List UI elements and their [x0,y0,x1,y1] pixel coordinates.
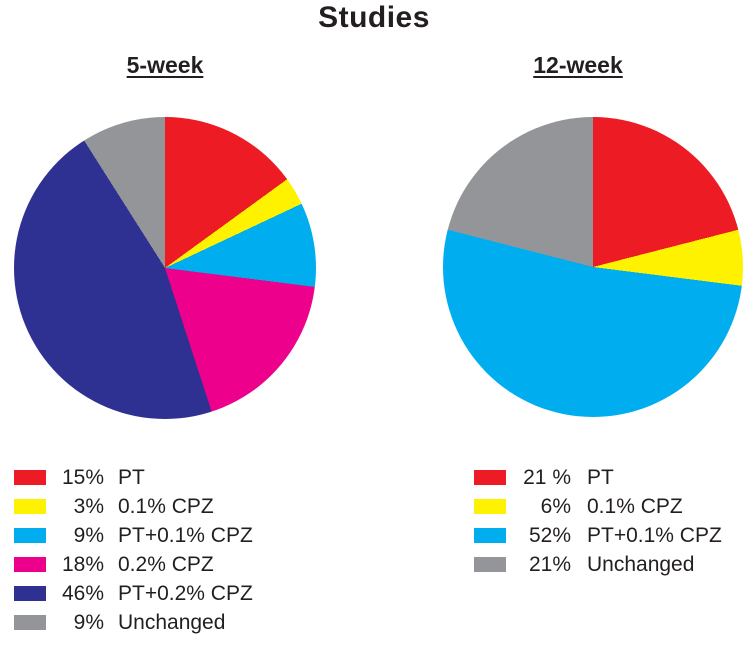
pie-title-12-week: 12-week [533,52,623,78]
legend-color-swatch [14,586,46,601]
legend-percent: 46% [61,582,104,605]
legend-label: Unchanged [118,611,226,634]
legend-color-swatch [14,615,46,630]
legend-row: 6% 0.1% CPZ [474,492,722,521]
legend-12-week: 21 % PT 6% 0.1% CPZ 52% PT+0.1% CPZ 21% Unchang… [474,463,722,579]
pie-chart-5-week [14,117,316,419]
legend-row: 21% Unchanged [474,550,722,579]
legend-percent: 6% [540,495,571,518]
legend-percent: 3% [73,495,104,518]
legend-color-swatch [474,499,506,514]
legend-label: PT+0.1% CPZ [118,524,253,547]
legend-label: 0.2% CPZ [118,553,214,576]
legend-percent: 21% [528,553,571,576]
legend-label: PT [587,466,614,489]
legend-5-week: 15% PT 3% 0.1% CPZ 9% PT+0.1% CPZ 18% 0.2% CPZ 4… [14,463,253,637]
legend-label: PT+0.2% CPZ [118,582,253,605]
legend-label: Unchanged [587,553,695,576]
figure-title: Studies [318,1,430,34]
legend-label: PT [118,466,145,489]
pie-chart-12-week [443,117,743,417]
legend-color-swatch [14,557,46,572]
legend-color-swatch [14,470,46,485]
legend-percent: 9% [73,524,104,547]
legend-row: 18% 0.2% CPZ [14,550,253,579]
legend-color-swatch [14,499,46,514]
legend-color-swatch [474,528,506,543]
legend-row: 15% PT [14,463,253,492]
legend-row: 9% PT+0.1% CPZ [14,521,253,550]
legend-row: 9% Unchanged [14,608,253,637]
legend-label: 0.1% CPZ [587,495,683,518]
legend-row: 3% 0.1% CPZ [14,492,253,521]
legend-row: 46% PT+0.2% CPZ [14,579,253,608]
legend-color-swatch [474,470,506,485]
legend-label: PT+0.1% CPZ [587,524,722,547]
legend-row: 52% PT+0.1% CPZ [474,521,722,550]
legend-percent: 21 % [523,466,571,489]
legend-color-swatch [14,528,46,543]
legend-label: 0.1% CPZ [118,495,214,518]
legend-percent: 18% [61,553,104,576]
legend-percent: 9% [73,611,104,634]
legend-color-swatch [474,557,506,572]
pie-title-5-week: 5-week [126,52,204,78]
legend-percent: 15% [61,466,104,489]
legend-row: 21 % PT [474,463,722,492]
legend-percent: 52% [528,524,571,547]
